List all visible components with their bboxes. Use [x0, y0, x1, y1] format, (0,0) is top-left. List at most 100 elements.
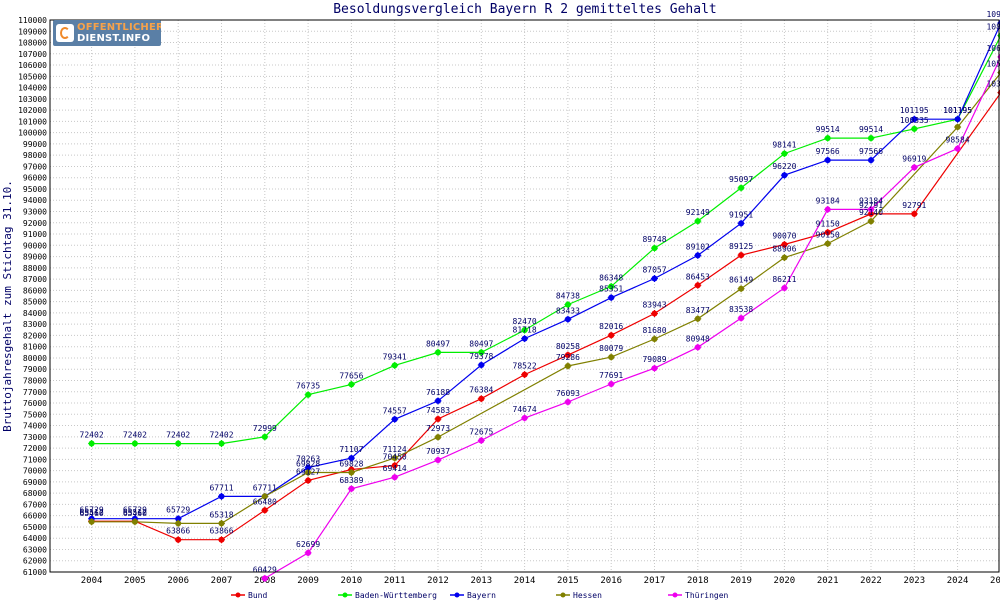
data-label-baden-w-rttemberg: 76735	[296, 382, 320, 391]
data-point-hessen	[564, 362, 572, 370]
y-tick-label: 61000	[23, 568, 47, 577]
y-tick-label: 66000	[23, 512, 47, 521]
data-label-baden-w-rttemberg: 80497	[469, 339, 493, 348]
y-tick-label: 65000	[23, 523, 47, 532]
data-point-bund	[607, 331, 615, 339]
data-label-baden-w-rttemberg: 84738	[556, 292, 580, 301]
series-points	[88, 20, 1000, 582]
data-point-bund	[261, 506, 269, 514]
x-tick-label: 2014	[514, 576, 536, 586]
data-label-bayern: 101195	[900, 106, 929, 115]
series-lines	[91, 23, 1000, 579]
y-tick-label: 72000	[23, 444, 47, 453]
data-point-bayern	[477, 361, 485, 369]
data-point-hessen	[304, 469, 312, 477]
legend-item-th-ringen: Thüringen	[668, 591, 729, 600]
data-label-th-ringen: 70937	[426, 447, 450, 456]
legend-label: Bayern	[467, 591, 496, 600]
data-label-baden-w-rttemberg: 77656	[339, 371, 363, 380]
plot-frame	[49, 19, 1000, 573]
series-line-hessen	[91, 72, 1000, 524]
data-label-bayern: 109734	[986, 10, 1000, 19]
data-point-th-ringen	[477, 436, 485, 444]
data-point-hessen	[694, 315, 702, 323]
y-tick-label: 90000	[23, 241, 47, 250]
data-point-hessen	[261, 492, 269, 500]
y-tick-label: 105000	[18, 72, 47, 81]
data-label-hessen: 79286	[556, 353, 580, 362]
y-tick-label: 108000	[18, 39, 47, 48]
data-point-baden-w-rttemberg	[910, 125, 918, 133]
data-point-th-ringen	[954, 145, 962, 153]
x-tick-label: 2020	[774, 576, 796, 586]
y-tick-label: 76000	[23, 399, 47, 408]
y-tick-label: 101000	[18, 117, 47, 126]
data-label-bund: 63866	[166, 527, 190, 536]
y-tick-label: 91000	[23, 230, 47, 239]
y-tick-label: 69000	[23, 478, 47, 487]
data-point-bayern	[521, 335, 529, 343]
x-tick-label: 2007	[211, 576, 233, 586]
data-point-baden-w-rttemberg	[824, 134, 832, 142]
data-label-bayern: 65729	[80, 506, 104, 515]
y-tick-label: 77000	[23, 388, 47, 397]
y-tick-label: 74000	[23, 422, 47, 431]
y-tick-label: 70000	[23, 467, 47, 476]
data-label-bund: 92791	[859, 201, 883, 210]
x-tick-label: 2009	[297, 576, 319, 586]
data-point-baden-w-rttemberg	[780, 150, 788, 158]
data-label-bund: 70450	[383, 453, 407, 462]
y-tick-label: 88000	[23, 264, 47, 273]
data-point-bayern	[824, 156, 832, 164]
data-label-bayern: 89102	[686, 242, 710, 251]
grid	[50, 19, 999, 573]
data-point-baden-w-rttemberg	[174, 440, 182, 448]
x-tick-label: 2016	[600, 576, 622, 586]
y-tick-label: 100000	[18, 129, 47, 138]
data-label-hessen: 83477	[686, 306, 710, 315]
legend-item-bayern: Bayern	[450, 591, 496, 600]
data-label-bayern: 97566	[816, 147, 840, 156]
data-label-th-ringen: 79089	[642, 355, 666, 364]
x-tick-label: 2018	[687, 576, 709, 586]
series-line-th-ringen	[264, 57, 1000, 579]
data-label-bayern: 101195	[943, 106, 972, 115]
y-tick-label: 96000	[23, 174, 47, 183]
data-point-hessen	[88, 518, 96, 526]
data-label-bayern: 70263	[296, 455, 320, 464]
data-label-baden-w-rttemberg: 99514	[816, 125, 840, 134]
data-label-th-ringen: 62699	[296, 540, 320, 549]
data-label-hessen: 81680	[642, 326, 666, 335]
y-tick-label: 87000	[23, 275, 47, 284]
data-label-th-ringen: 86211	[772, 275, 796, 284]
data-point-bund	[780, 241, 788, 249]
data-label-baden-w-rttemberg: 92149	[686, 208, 710, 217]
data-label-bayern: 96220	[772, 162, 796, 171]
y-tick-label: 107000	[18, 50, 47, 59]
data-label-bayern: 65729	[166, 506, 190, 515]
data-point-hessen	[651, 335, 658, 343]
y-axis-ticks: 61000 62000 63000 64000 65000 66000 67000 68000…	[18, 16, 47, 577]
x-tick-label: 2012	[427, 576, 449, 586]
data-label-hessen: 71124	[383, 445, 407, 454]
data-point-bayern	[651, 274, 658, 282]
legend: Bund Baden-Württemberg Bayern Hessen Thüring…	[231, 591, 729, 600]
data-point-bayern	[607, 294, 615, 302]
data-label-baden-w-rttemberg: 72402	[123, 431, 147, 440]
data-label-bund: 83943	[642, 301, 666, 310]
data-label-bund: 76384	[469, 386, 493, 395]
y-tick-label: 89000	[23, 253, 47, 262]
data-label-th-ringen: 98584	[946, 136, 970, 145]
data-point-baden-w-rttemberg	[867, 134, 875, 142]
logo-text-line1: OFFENTLICHER	[77, 22, 161, 33]
data-labels: 65512 65512 63866 63866 66480 69127 70450 74583…	[80, 10, 1000, 574]
y-tick-label: 64000	[23, 534, 47, 543]
y-axis-label: Bruttojahresgehalt zum Stichtag 31.10.	[1, 180, 14, 432]
data-point-bayern	[564, 315, 572, 323]
data-point-baden-w-rttemberg	[607, 282, 615, 290]
y-tick-label: 83000	[23, 320, 47, 329]
y-tick-label: 97000	[23, 162, 47, 171]
y-tick-label: 92000	[23, 219, 47, 228]
data-point-baden-w-rttemberg	[261, 433, 269, 441]
